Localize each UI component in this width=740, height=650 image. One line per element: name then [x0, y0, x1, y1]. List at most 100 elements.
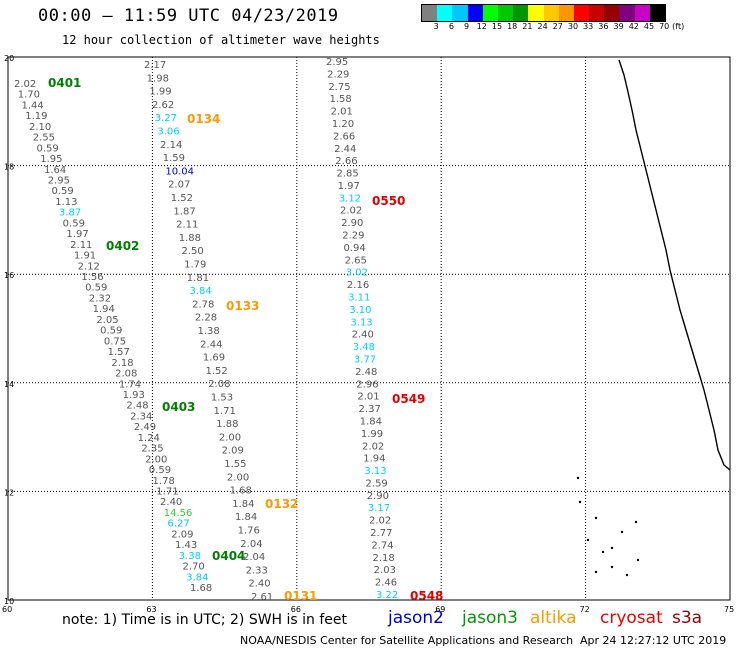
track-jason3-value: 0.59 [51, 186, 73, 197]
lat-tick-label: 20 [4, 54, 14, 63]
track-jason3-value: 1.13 [55, 197, 77, 208]
track-altika-value: 2.78 [192, 299, 214, 310]
colorbar-tick-label: 24 [537, 22, 548, 31]
coastline [618, 59, 731, 471]
island-mark [625, 573, 629, 577]
lat-tick-label: 14 [4, 380, 14, 389]
pass-label: 0548 [410, 589, 443, 603]
track-s3a-value: 1.99 [361, 429, 383, 440]
track-altika-value: 3.27 [155, 113, 177, 124]
track-jason3-value: 2.34 [130, 411, 152, 422]
colorbar-swatch [619, 5, 635, 21]
track-jason3-value: 1.71 [156, 486, 178, 497]
track-altika-value: 1.68 [230, 486, 252, 497]
map-frame [7, 56, 731, 601]
track-s3a-value: 3.48 [353, 342, 375, 353]
colorbar-swatch [513, 5, 529, 21]
track-jason3-value: 2.48 [126, 401, 148, 412]
track-altika-value: 2.62 [152, 100, 174, 111]
track-s3a-value: 3.12 [339, 193, 361, 204]
track-s3a-value: 2.02 [362, 441, 384, 452]
track-jason3-value: 1.57 [108, 347, 130, 358]
track-altika-value: 2.44 [200, 339, 222, 350]
track-jason3-value: 2.08 [115, 369, 137, 380]
colorbar-tick-label: 18 [507, 22, 518, 31]
colorbar-swatch [589, 5, 605, 21]
track-altika-value: 2.28 [195, 313, 217, 324]
colorbar-swatch [604, 5, 620, 21]
track-s3a-value: 3.17 [368, 503, 390, 514]
track-jason3-value: 1.74 [119, 379, 141, 390]
track-s3a-value: 2.77 [370, 528, 392, 539]
colorbar-swatch [573, 5, 590, 21]
track-jason3-value: 1.44 [21, 100, 43, 111]
pass-label: 0132 [265, 497, 298, 511]
track-s3a-value: 2.90 [367, 491, 389, 502]
colorbar-tick-label: 12 [476, 22, 487, 31]
track-altika-value: 1.55 [224, 459, 246, 470]
track-s3a-value: 0.94 [343, 243, 365, 254]
track-jason3-value: 2.49 [134, 422, 156, 433]
track-s3a-value: 2.66 [333, 131, 355, 142]
track-s3a-value: 3.11 [348, 293, 370, 304]
track-jason3-value: 6.27 [168, 519, 190, 530]
colorbar-tick-label: 21 [522, 22, 533, 31]
track-jason3-value: 2.09 [171, 529, 193, 540]
track-s3a-value: 1.97 [338, 181, 360, 192]
track-altika-value: 1.76 [238, 526, 260, 537]
pass-label: 0550 [372, 194, 405, 208]
track-altika-value: 1.52 [171, 193, 193, 204]
track-s3a-value: 2.48 [355, 367, 377, 378]
track-s3a-value: 1.94 [363, 454, 385, 465]
pass-label: 0402 [106, 239, 139, 253]
track-s3a-value: 2.29 [342, 231, 364, 242]
track-s3a-value: 2.96 [356, 379, 378, 390]
track-altika-value: 2.33 [246, 565, 268, 576]
track-s3a-value: 3.10 [349, 305, 371, 316]
track-altika-value: 1.52 [206, 366, 228, 377]
track-s3a-value: 1.84 [360, 416, 382, 427]
colorbar-swatch [437, 5, 453, 21]
track-s3a-value: 2.95 [326, 57, 348, 68]
track-jason3-value: 1.56 [81, 272, 103, 283]
track-jason3-value: 1.97 [66, 229, 88, 240]
track-jason3-value: 3.38 [179, 551, 201, 562]
pass-label: 0133 [226, 299, 259, 313]
legend-altika: altika [530, 608, 577, 628]
colorbar-swatch [452, 5, 468, 21]
legend-s3a: s3a [672, 608, 703, 628]
track-s3a-value: 2.90 [341, 218, 363, 229]
track-altika-value: 3.84 [189, 286, 211, 297]
island-mark [601, 550, 605, 554]
track-altika-value: 1.84 [235, 512, 257, 523]
units-note: note: 1) Time is in UTC; 2) SWH is in fe… [62, 612, 348, 628]
track-jason3-value: 1.68 [190, 583, 212, 594]
track-jason3-value: 2.02 [14, 79, 36, 90]
track-jason3-value: 1.78 [153, 476, 175, 487]
track-s3a-value: 2.01 [357, 392, 379, 403]
colorbar-tick-label: 3 [433, 22, 439, 31]
lat-tick-label: 16 [4, 271, 14, 280]
track-jason3-value: 0.59 [36, 143, 58, 154]
lon-tick-label: 75 [724, 605, 734, 614]
pass-label: 0549 [392, 392, 425, 406]
lon-tick-label: 60 [2, 605, 12, 614]
track-jason3-value: 3.87 [59, 208, 81, 219]
track-s3a-value: 2.02 [369, 516, 391, 527]
island-mark [594, 516, 598, 520]
track-altika-value: 1.71 [214, 406, 236, 417]
track-s3a-value: 2.66 [335, 156, 357, 167]
track-s3a-value: 2.46 [375, 578, 397, 589]
track-jason3-value: 1.19 [25, 111, 47, 122]
track-altika-value: 2.00 [227, 472, 249, 483]
track-s3a-value: 2.01 [331, 107, 353, 118]
track-jason3-value: 2.40 [160, 497, 182, 508]
track-altika-value: 1.88 [216, 419, 238, 430]
colorbar-tick-label: 9 [464, 22, 470, 31]
pass-label: 0134 [187, 112, 220, 126]
track-altika-value: 1.87 [173, 206, 195, 217]
colorbar-swatch [649, 5, 665, 21]
track-jason3-value: 2.05 [96, 315, 118, 326]
track-jason3-value: 14.56 [164, 508, 193, 519]
